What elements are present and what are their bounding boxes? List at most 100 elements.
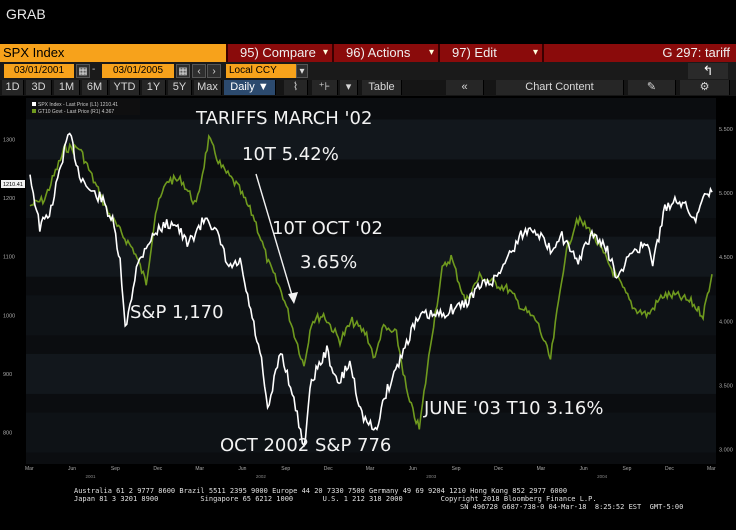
grid-band: [26, 295, 716, 336]
footer-line-1: Australia 61 2 9777 8600 Brazil 5511 239…: [74, 487, 568, 495]
x-tick-label: Mar: [25, 466, 34, 472]
date-separator: -: [92, 64, 96, 75]
x-tick-label: Dec: [494, 466, 503, 472]
gear-icon[interactable]: ⚙: [680, 80, 730, 95]
annotation-365: 3.65%: [300, 252, 357, 273]
legend-swatch-spx: [32, 102, 36, 106]
x-year-label: 2004: [597, 474, 608, 479]
period-5y[interactable]: 5Y: [168, 80, 192, 95]
x-year-label: 2002: [256, 474, 267, 479]
chart-content-button[interactable]: Chart Content: [496, 80, 624, 95]
x-tick-label: Sep: [281, 466, 290, 472]
period-1d[interactable]: 1D: [2, 80, 24, 95]
x-tick-label: Sep: [452, 466, 461, 472]
period-1y[interactable]: 1Y: [142, 80, 166, 95]
left-tick-label: 800: [3, 431, 12, 437]
back-icon[interactable]: ‹: [192, 64, 206, 78]
calendar-icon[interactable]: ▦: [76, 64, 90, 78]
x-tick-label: Sep: [623, 466, 632, 472]
x-year-label: 2003: [426, 474, 437, 479]
x-axis: Mar Jun Sep Dec Mar Jun Sep Dec Mar Jun Sep Dec Mar J…: [25, 466, 716, 479]
annotation-tariffs: TARIFFS MARCH '02: [195, 108, 372, 129]
legend-gt10: GT10 Govt - Last Price (R1) 4.367: [38, 109, 114, 115]
right-tick-label: 5.500: [719, 127, 733, 133]
chevron-down-icon[interactable]: ▾: [340, 80, 358, 95]
x-tick-label: Mar: [195, 466, 204, 472]
chevron-down-icon[interactable]: ▾: [296, 64, 308, 78]
footer-line-3: SN 496728 G687-738-0 04-Mar-18 8:25:52 E…: [460, 503, 684, 511]
x-tick-label: Jun: [409, 466, 417, 472]
compare-label: 95) Compare: [240, 45, 316, 60]
end-date-input[interactable]: 03/01/2005: [102, 64, 174, 78]
currency-select[interactable]: Local CCY: [226, 64, 296, 78]
table-label: Table: [368, 81, 395, 93]
table-button[interactable]: Table: [362, 80, 402, 95]
footer-line-2: Japan 81 3 3201 8900 Singapore 65 6212 1…: [74, 495, 597, 503]
actions-label: 96) Actions: [346, 45, 411, 60]
frequency-select[interactable]: Daily ▼: [224, 80, 276, 95]
right-axis: 5.500 5.000 4.500 4.000 3.500 3.000: [719, 127, 733, 454]
chart-content-label: Chart Content: [525, 81, 594, 93]
last-value-tag: [1, 180, 25, 188]
collapse-icon[interactable]: «: [446, 80, 484, 95]
actions-menu[interactable]: 96) Actions ▾: [334, 44, 438, 62]
annotation-oct-2002: OCT 2002 S&P 776: [220, 435, 391, 456]
grid-band: [26, 178, 716, 219]
right-tick-label: 4.500: [719, 255, 733, 261]
edit-menu[interactable]: 97) Edit ▾: [440, 44, 542, 62]
frequency-label: Daily: [230, 81, 255, 93]
annotation-sp-1170: S&P 1,170: [130, 302, 224, 323]
crosshair-icon[interactable]: ⁺⊦: [312, 80, 338, 95]
period-1m[interactable]: 1M: [54, 80, 80, 95]
annotation-10t-542: 10T 5.42%: [242, 144, 339, 165]
left-tick-label: 1100: [3, 255, 15, 261]
left-tick-label: 900: [3, 372, 12, 378]
annotation-arrow: [255, 173, 295, 303]
left-tick-label: 1000: [3, 313, 15, 319]
x-tick-label: Dec: [324, 466, 333, 472]
undo-icon[interactable]: ↰: [688, 63, 728, 79]
calendar-icon[interactable]: ▦: [176, 64, 190, 78]
spx-series-line: [29, 132, 713, 448]
line-chart-icon[interactable]: ⌇: [284, 80, 308, 95]
x-tick-label: Jun: [68, 466, 76, 472]
forward-icon[interactable]: ›: [207, 64, 221, 78]
x-tick-label: Mar: [366, 466, 375, 472]
right-tick-label: 3.500: [719, 383, 733, 389]
chevron-down-icon: ▾: [322, 47, 328, 58]
compare-menu[interactable]: 95) Compare ▾: [228, 44, 332, 62]
window-title: GRAB: [6, 6, 46, 22]
x-tick-label: Mar: [707, 466, 716, 472]
page-label: G 297: tariff: [544, 44, 736, 62]
gt10-series-line: [29, 133, 713, 430]
edit-chart-icon[interactable]: ✎: [628, 80, 676, 95]
grid-band: [26, 412, 716, 453]
period-3d[interactable]: 3D: [26, 80, 52, 95]
right-tick-label: 5.000: [719, 191, 733, 197]
chevron-down-icon: ▾: [428, 47, 434, 58]
left-axis: 1300 1200 1100 1000 900 800: [3, 137, 15, 436]
x-tick-label: Dec: [153, 466, 162, 472]
legend-swatch-gt10: [32, 109, 36, 113]
legend-box: [30, 99, 140, 115]
period-max[interactable]: Max: [194, 80, 222, 95]
left-tick-label: 1200: [3, 196, 15, 202]
edit-label: 97) Edit: [452, 45, 497, 60]
chevron-down-icon: ▾: [532, 47, 538, 58]
legend-spx: SPX Index - Last Price (L1) 1210.41: [38, 102, 118, 108]
period-ytd[interactable]: YTD: [110, 80, 140, 95]
grid-band: [26, 119, 716, 160]
period-6m[interactable]: 6M: [82, 80, 108, 95]
x-tick-label: Jun: [580, 466, 588, 472]
chevron-down-icon: ▼: [257, 81, 269, 93]
security-field[interactable]: SPX Index: [0, 44, 226, 62]
start-date-input[interactable]: 03/01/2001: [4, 64, 74, 78]
x-tick-label: Jun: [238, 466, 246, 472]
x-year-label: 2001: [85, 474, 96, 479]
grid-band: [26, 353, 716, 394]
x-tick-label: Dec: [665, 466, 674, 472]
x-tick-label: Sep: [111, 466, 120, 472]
left-tick-label: 1300: [3, 137, 15, 143]
last-value-text: 1210.41: [3, 182, 23, 188]
right-tick-label: 3.000: [719, 448, 733, 454]
